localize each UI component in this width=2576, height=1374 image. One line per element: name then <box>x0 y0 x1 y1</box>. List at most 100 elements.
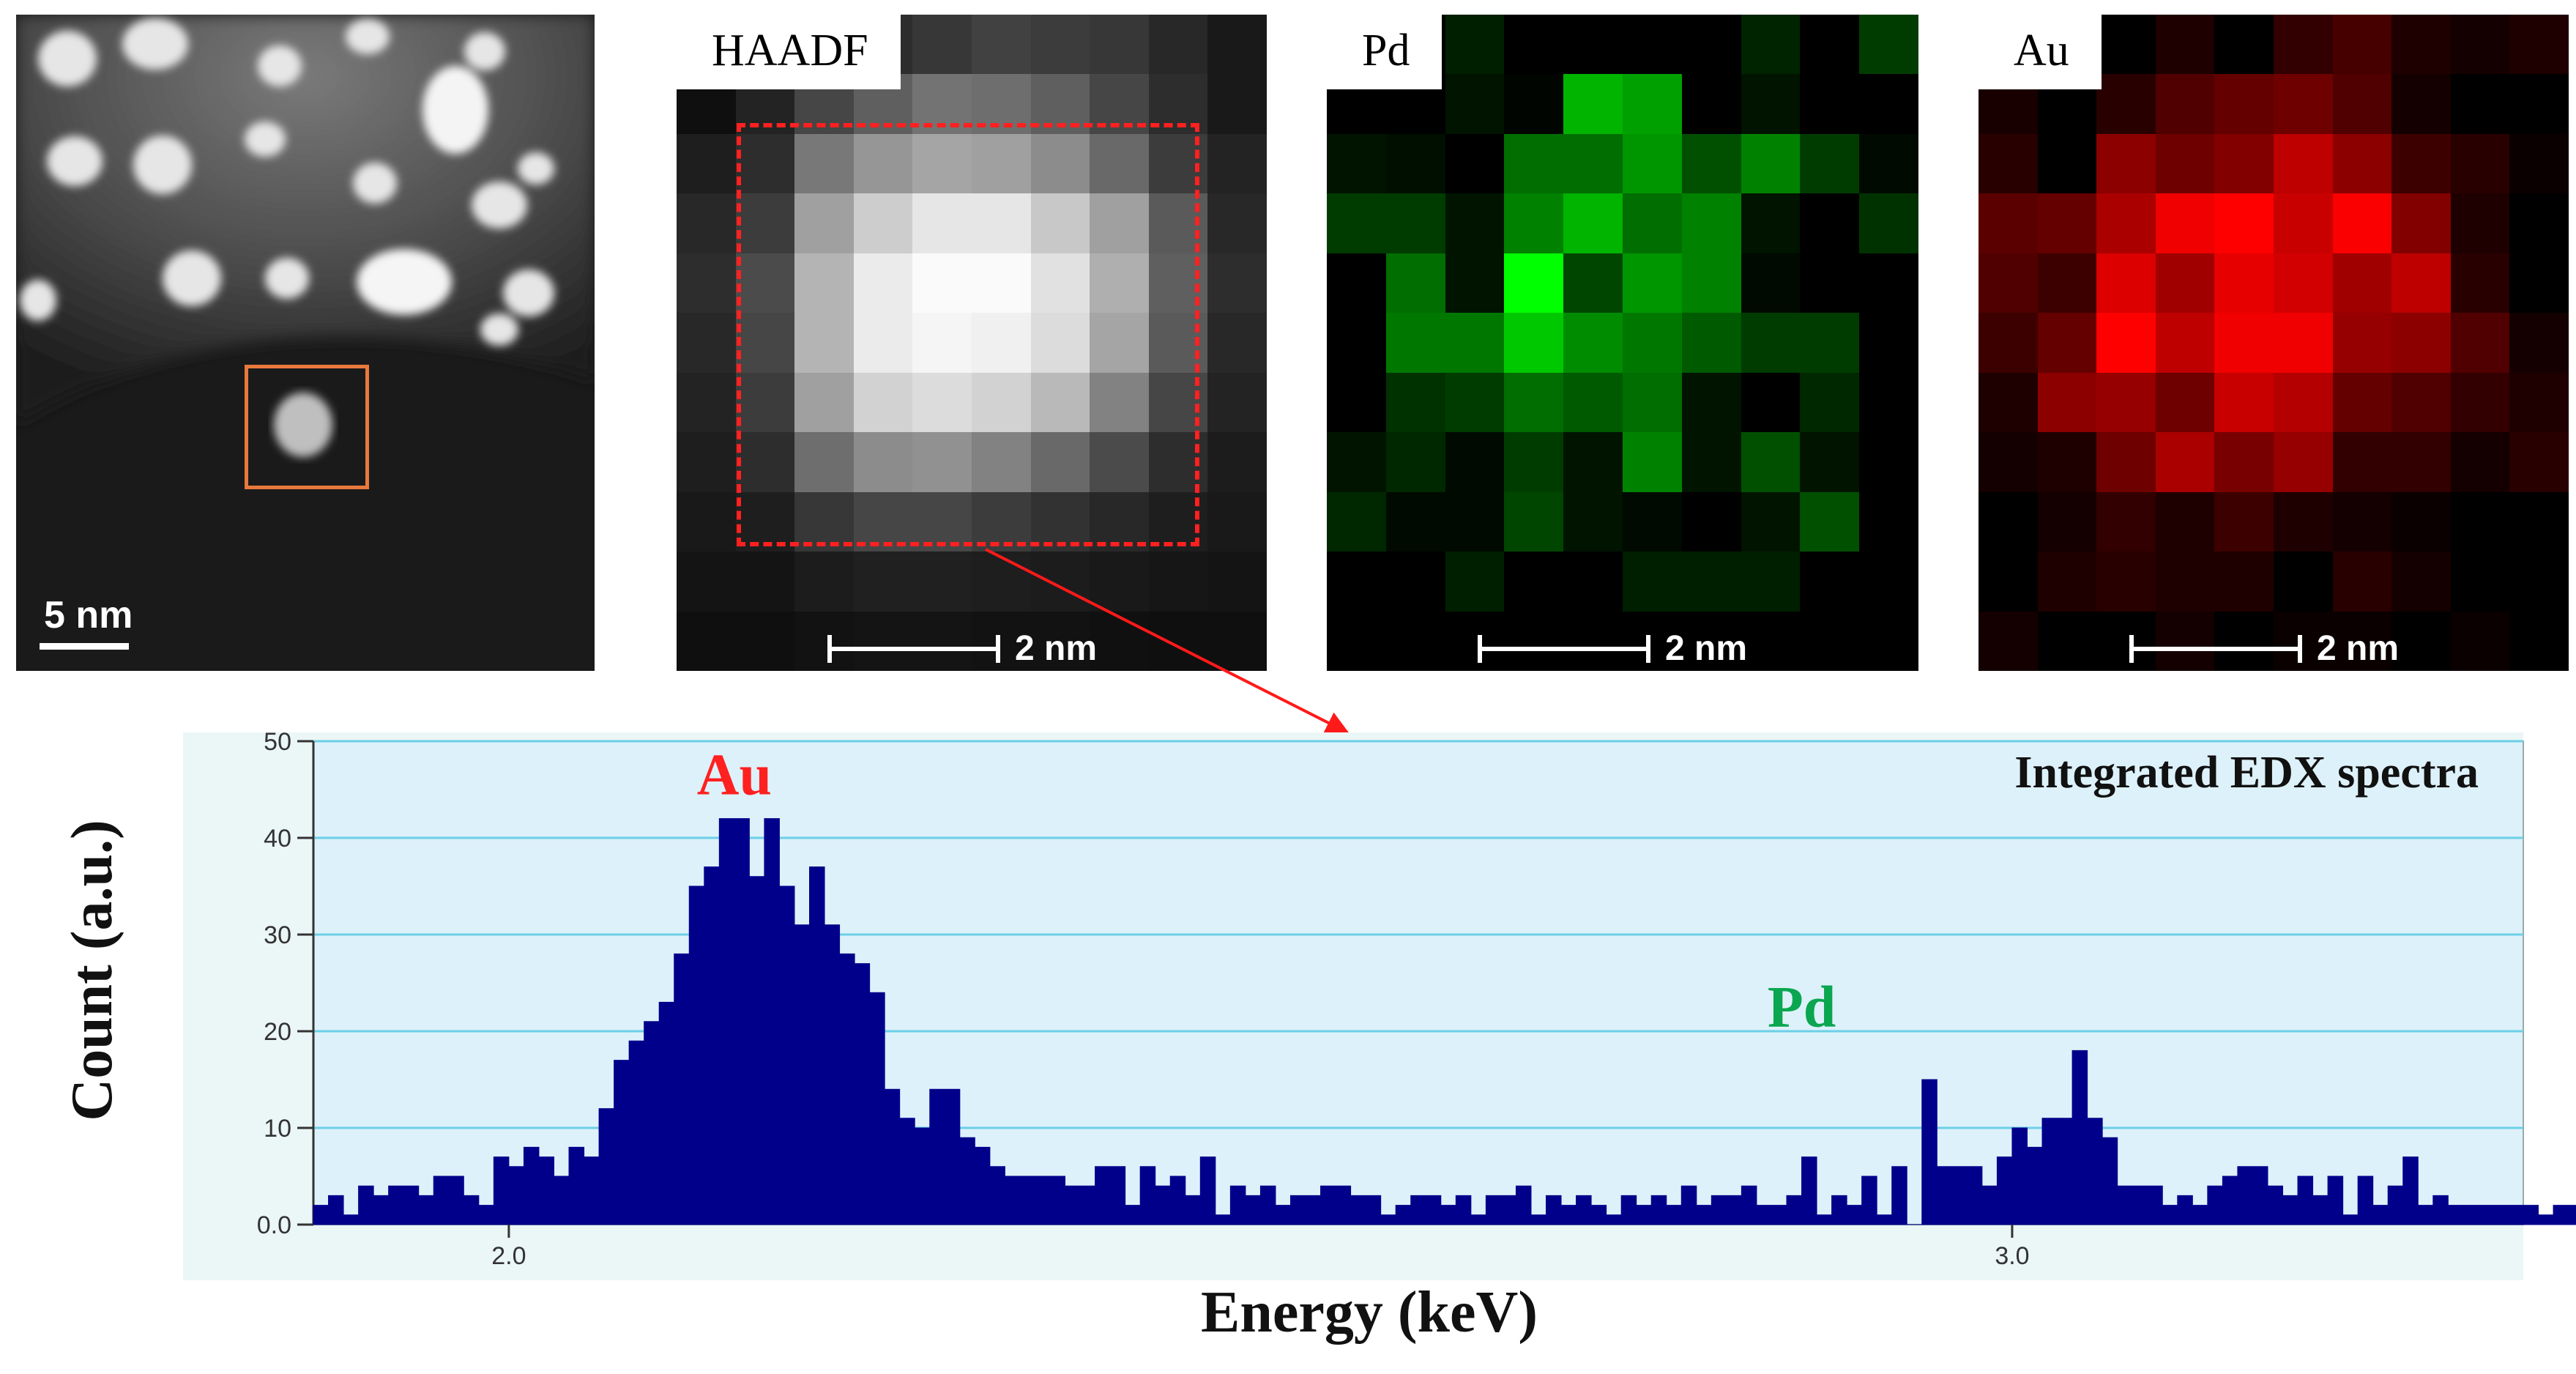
pd-map-panel: Pd 2 nm <box>1327 15 1918 671</box>
map-pixel <box>1030 133 1090 194</box>
map-pixel <box>1859 74 1918 134</box>
map-pixel <box>1385 552 1445 612</box>
map-pixel <box>1859 552 1918 612</box>
map-pixel <box>1090 253 1149 313</box>
map-pixel <box>1563 611 1623 671</box>
map-pixel <box>2096 552 2156 612</box>
map-pixel <box>2214 432 2274 492</box>
map-pixel <box>853 253 913 313</box>
map-pixel <box>2450 193 2510 253</box>
map-pixel <box>1859 133 1918 194</box>
map-pixel <box>2096 611 2156 671</box>
map-pixel <box>2273 253 2333 313</box>
au-label: Au <box>1978 15 2102 89</box>
map-pixel <box>1327 372 1386 433</box>
spectrum-bars <box>313 818 2576 1225</box>
map-pixel <box>912 552 972 612</box>
map-pixel <box>1504 491 1564 552</box>
map-pixel <box>1623 313 1682 373</box>
map-pixel <box>2273 74 2333 134</box>
map-pixel <box>1385 372 1445 433</box>
haadf-map-panel: HAADF 2 nm <box>677 15 1267 671</box>
pd-scale-line <box>1478 634 1650 663</box>
map-pixel <box>2332 74 2392 134</box>
map-pixel <box>1741 133 1801 194</box>
map-pixel <box>2509 313 2569 373</box>
map-pixel <box>677 432 736 492</box>
map-pixel <box>1741 193 1801 253</box>
map-pixel <box>1207 15 1267 75</box>
map-pixel <box>2391 552 2451 612</box>
map-pixel <box>1563 193 1623 253</box>
map-pixel <box>1741 253 1801 313</box>
au-map-panel: Au 2 nm <box>1978 15 2569 671</box>
map-pixel <box>1148 552 1208 612</box>
x-tick-label: 2.0 <box>491 1242 526 1270</box>
map-pixel <box>1741 611 1801 671</box>
overview-scale-label: 5 nm <box>44 594 133 636</box>
map-pixel <box>2155 253 2215 313</box>
map-pixel <box>794 611 854 671</box>
map-pixel <box>2332 253 2392 313</box>
map-pixel <box>2096 74 2156 134</box>
au-scale-label: 2 nm <box>2317 629 2400 668</box>
map-pixel <box>1741 552 1801 612</box>
y-tick-label: 40 <box>264 825 291 853</box>
map-pixel <box>2155 432 2215 492</box>
map-pixel <box>735 133 795 194</box>
map-pixel <box>2155 552 2215 612</box>
overview-scale-bar: 5 nm <box>40 593 133 650</box>
map-pixel <box>1504 313 1564 373</box>
map-pixel <box>2037 491 2097 552</box>
map-pixel <box>1800 15 1860 75</box>
map-pixel <box>1327 552 1386 612</box>
map-pixel <box>971 253 1031 313</box>
map-pixel <box>1385 253 1445 313</box>
map-pixel <box>2509 193 2569 253</box>
map-pixel <box>1504 133 1564 194</box>
map-pixel <box>735 611 795 671</box>
map-pixel <box>794 491 854 552</box>
map-pixel <box>677 491 736 552</box>
x-axis-label: Energy (keV) <box>1201 1280 1538 1345</box>
map-pixel <box>1445 432 1505 492</box>
map-pixel <box>2450 491 2510 552</box>
map-pixel <box>2155 15 2215 75</box>
map-pixel <box>1207 313 1267 373</box>
haadf-scale-bar: 2 nm <box>827 628 1097 669</box>
map-pixel <box>912 193 972 253</box>
map-pixel <box>1859 372 1918 433</box>
map-pixel <box>1207 253 1267 313</box>
map-pixel <box>1859 15 1918 75</box>
map-pixel <box>1859 432 1918 492</box>
map-pixel <box>794 193 854 253</box>
map-pixel <box>853 432 913 492</box>
map-pixel <box>1800 432 1860 492</box>
map-pixel <box>1207 432 1267 492</box>
map-pixel <box>1800 552 1860 612</box>
map-pixel <box>1327 133 1386 194</box>
map-pixel <box>2273 372 2333 433</box>
map-pixel <box>1090 372 1149 433</box>
map-pixel <box>2155 372 2215 433</box>
map-pixel <box>1623 611 1682 671</box>
map-pixel <box>1681 552 1741 612</box>
map-pixel <box>1741 74 1801 134</box>
map-pixel <box>1741 491 1801 552</box>
map-pixel <box>1800 253 1860 313</box>
map-pixel <box>2214 133 2274 194</box>
map-pixel <box>1445 193 1505 253</box>
map-pixel <box>1504 193 1564 253</box>
y-tick-label: 20 <box>264 1018 291 1046</box>
map-pixel <box>1978 193 2038 253</box>
map-pixel <box>1030 15 1090 75</box>
map-pixel <box>971 193 1031 253</box>
map-pixel <box>971 372 1031 433</box>
map-pixel <box>2391 432 2451 492</box>
map-pixel <box>912 611 972 671</box>
map-pixel <box>794 133 854 194</box>
map-pixel <box>2332 552 2392 612</box>
map-pixel <box>1859 611 1918 671</box>
map-pixel <box>2214 193 2274 253</box>
